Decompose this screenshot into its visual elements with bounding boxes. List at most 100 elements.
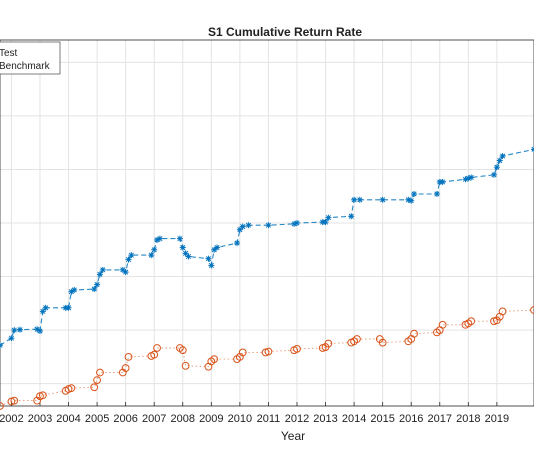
x-axis-label: Year	[281, 429, 305, 443]
data-point-test	[94, 281, 101, 288]
data-point-benchmark	[178, 346, 187, 355]
data-point-test	[293, 220, 300, 226]
series-benchmark	[0, 306, 534, 410]
legend-label-test: Test	[0, 48, 18, 59]
data-point-benchmark	[96, 368, 104, 377]
data-point-benchmark	[38, 391, 47, 400]
data-point-benchmark	[0, 402, 4, 410]
data-point-test	[36, 328, 43, 335]
x-tick-label: 2017	[428, 413, 452, 425]
x-tick-label: 2008	[171, 413, 195, 425]
data-point-test	[128, 252, 135, 259]
data-point-test	[356, 196, 363, 203]
data-point-test	[182, 250, 189, 257]
data-point-test	[245, 222, 252, 229]
data-point-test	[39, 308, 46, 315]
x-tick-label: 2019	[485, 413, 509, 425]
x-tick-label: 2016	[399, 413, 423, 425]
data-point-test	[322, 219, 329, 226]
x-tick-label: 2006	[113, 413, 137, 425]
data-point-test	[208, 262, 215, 269]
data-point-test	[493, 164, 500, 171]
x-tick-label: 2005	[85, 413, 109, 425]
data-point-benchmark	[293, 344, 301, 353]
data-point-test	[439, 178, 446, 185]
data-point-test	[71, 286, 78, 293]
x-tick-label: 2018	[456, 413, 480, 425]
x-tick-label: 2012	[285, 413, 309, 425]
data-point-test	[265, 222, 272, 229]
data-point-benchmark	[467, 317, 476, 326]
data-point-benchmark	[378, 338, 387, 347]
data-point-test	[96, 271, 103, 278]
x-axis-ticks: 2002 2003 2004 2005 2006 2007 2008 2009 2010 2011…	[0, 402, 509, 425]
legend-box	[0, 41, 61, 75]
data-point-test	[214, 244, 221, 251]
data-point-test	[491, 171, 498, 178]
data-point-benchmark	[324, 339, 333, 348]
data-point-benchmark	[10, 396, 19, 405]
chart-title: S1 Cumulative Return Rate	[208, 25, 362, 39]
data-point-test	[205, 255, 212, 262]
data-point-test	[0, 342, 3, 349]
data-point-benchmark	[353, 335, 361, 343]
x-tick-label: 2010	[228, 413, 252, 425]
series-line	[0, 309, 534, 407]
data-point-test	[348, 213, 355, 220]
data-point-test	[405, 196, 412, 203]
data-point-test	[148, 252, 155, 259]
data-point-test	[234, 240, 241, 247]
data-point-benchmark	[121, 364, 130, 372]
data-point-test	[42, 304, 49, 311]
x-tick-label: 2007	[142, 413, 166, 425]
x-tick-label: 2013	[313, 413, 337, 425]
data-point-test	[11, 327, 18, 334]
data-point-test	[433, 190, 440, 197]
data-point-test	[8, 335, 15, 342]
series-test	[0, 146, 534, 349]
x-tick-label: 2015	[370, 413, 394, 425]
data-point-test	[151, 246, 158, 253]
data-point-benchmark	[93, 376, 101, 385]
data-point-test	[499, 153, 506, 160]
data-point-test	[325, 214, 332, 221]
data-point-benchmark	[264, 347, 273, 356]
data-point-test	[65, 304, 72, 311]
legend-label-benchmark: Benchmark	[0, 61, 51, 72]
data-point-test	[351, 196, 358, 203]
data-point-benchmark	[90, 383, 99, 392]
data-point-test	[379, 196, 386, 203]
data-point-test	[468, 174, 475, 181]
data-point-benchmark	[410, 329, 418, 338]
data-point-test	[408, 197, 415, 204]
data-point-test	[239, 223, 246, 230]
legend: Test Benchmark	[0, 41, 61, 75]
data-point-test	[179, 244, 186, 251]
data-point-test	[16, 326, 23, 333]
plot-frame	[0, 39, 534, 407]
data-point-test	[176, 235, 183, 242]
x-tick-label: 2004	[56, 413, 80, 425]
data-point-test	[91, 286, 98, 293]
data-point-test	[531, 146, 534, 153]
series-layer	[0, 146, 534, 410]
series-line	[0, 148, 534, 346]
grid	[0, 40, 534, 406]
data-point-benchmark	[150, 350, 159, 359]
data-point-test	[411, 190, 418, 197]
data-point-test	[185, 253, 192, 260]
data-point-benchmark	[67, 384, 76, 393]
data-point-benchmark	[124, 353, 133, 361]
data-point-test	[99, 266, 106, 273]
x-tick-label: 2003	[28, 413, 52, 425]
data-point-benchmark	[210, 355, 219, 364]
x-tick-label: 2011	[257, 413, 281, 425]
data-point-benchmark	[498, 307, 507, 316]
data-point-benchmark	[438, 320, 447, 329]
data-point-benchmark	[238, 348, 247, 357]
data-point-test	[125, 256, 132, 263]
data-point-test	[156, 235, 163, 242]
data-point-test	[496, 157, 503, 164]
x-tick-label: 2009	[199, 413, 223, 425]
